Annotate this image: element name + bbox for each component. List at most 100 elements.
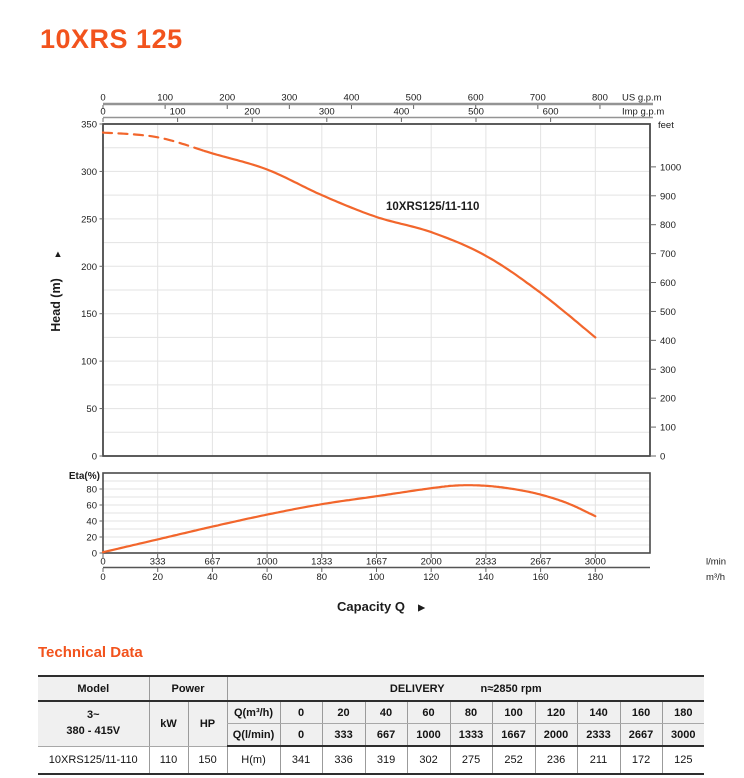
lmin-tick-label: 2333 <box>475 557 496 568</box>
q-lmin-value: 3000 <box>661 723 705 747</box>
eta-plot-box <box>102 472 651 554</box>
head-curve-group: 10XRS125/11-110 <box>101 131 597 339</box>
imp-gpm-tick-label: 400 <box>393 107 409 118</box>
main-plot-grid <box>103 124 650 456</box>
kw-label: kW <box>148 701 188 747</box>
header-delivery-cell: DELIVERY n≈2850 rpm <box>226 676 705 702</box>
feet-tick-label: 700 <box>660 249 676 260</box>
main-plot-box <box>102 123 651 457</box>
q-m3h-value: 20 <box>321 701 366 724</box>
q-lmin-value: 2000 <box>534 723 578 747</box>
q-m3h-value: 0 <box>279 701 323 724</box>
imp-gpm-tick-label: 0 <box>100 107 105 118</box>
lmin-tick-label: 1000 <box>257 557 278 568</box>
head-curve-label: 10XRS125/11-110 <box>386 201 479 213</box>
kw-value: 110 <box>148 746 188 774</box>
feet-tick-label: 300 <box>660 365 676 376</box>
m3h-tick-label: 120 <box>423 572 439 583</box>
us-gpm-tick-label: 100 <box>157 93 173 104</box>
head-axis-ticks: 0 50 100 150 200 250 300 350 <box>81 120 103 463</box>
q-m3h-value: 60 <box>406 701 451 724</box>
q-lmin-value: 2667 <box>619 723 663 747</box>
feet-tick-label: 900 <box>660 191 676 202</box>
lmin-axis: 0 333 667 1000 1333 1667 2000 2333 2667 3000 l/min <box>100 554 726 568</box>
pump-performance-chart: 0 100 200 300 400 500 600 700 800 US g.p.m0 100 200… <box>49 93 726 615</box>
us-gpm-tick-label: 0 <box>100 93 105 104</box>
eta-curve <box>101 484 597 554</box>
imp-gpm-unit-label: Imp g.p.m <box>622 107 664 118</box>
eta-axis-label: Eta(%) <box>69 471 100 482</box>
q-m3h-value: 80 <box>449 701 493 724</box>
head-tick-label: 150 <box>81 309 97 320</box>
m3h-tick-label: 60 <box>262 572 273 583</box>
q-lmin-value: 0 <box>279 723 323 747</box>
q-m3h-value: 100 <box>491 701 536 724</box>
head-value: 236 <box>534 746 578 774</box>
lmin-unit-label: l/min <box>706 557 726 568</box>
q-lmin-value: 2333 <box>576 723 621 747</box>
hp-value: 150 <box>187 746 228 774</box>
m3h-tick-label: 0 <box>100 572 105 583</box>
m3h-tick-label: 20 <box>152 572 163 583</box>
voltage-cell: 3~ 380 - 415V <box>38 701 149 747</box>
m3h-tick-label: 80 <box>317 572 328 583</box>
lmin-tick-label: 0 <box>100 557 105 568</box>
technical-data-title: Technical Data <box>38 644 143 661</box>
eta-tick-label: 40 <box>86 517 97 528</box>
us-gpm-tick-label: 600 <box>468 93 484 104</box>
q-lmin-value: 333 <box>321 723 366 747</box>
feet-tick-label: 400 <box>660 336 676 347</box>
us-gpm-unit-label: US g.p.m <box>622 93 662 104</box>
us-gpm-tick-label: 300 <box>281 93 297 104</box>
head-value: 252 <box>491 746 536 774</box>
head-curve-solid <box>203 149 597 339</box>
lmin-tick-label: 2000 <box>421 557 442 568</box>
feet-unit-label: feet <box>658 120 674 131</box>
us-gpm-tick-label: 700 <box>530 93 546 104</box>
head-value: 319 <box>364 746 408 774</box>
lmin-tick-label: 333 <box>150 557 166 568</box>
lmin-tick-label: 3000 <box>585 557 606 568</box>
eta-tick-label: 60 <box>86 501 97 512</box>
feet-tick-label: 1000 <box>660 162 681 173</box>
q-m3h-value: 120 <box>534 701 578 724</box>
us-gpm-tick-label: 800 <box>592 93 608 104</box>
feet-tick-label: 800 <box>660 220 676 231</box>
head-axis-up-arrow: ▲ <box>53 249 62 260</box>
head-tick-label: 100 <box>81 357 97 368</box>
feet-tick-label: 600 <box>660 278 676 289</box>
imp-gpm-tick-label: 500 <box>468 107 484 118</box>
feet-axis: feet 0 100 200 300 400 500 600 700 800 900 1000 <box>650 120 681 463</box>
head-value: 275 <box>449 746 493 774</box>
q-lmin-value: 667 <box>364 723 408 747</box>
m3h-tick-label: 100 <box>369 572 385 583</box>
head-axis-label: Head (m) <box>49 278 63 331</box>
page-title: 10XRS 125 <box>40 24 183 54</box>
lmin-tick-label: 2667 <box>530 557 551 568</box>
head-tick-label: 200 <box>81 262 97 273</box>
head-tick-label: 350 <box>81 120 97 131</box>
q-m3h-value: 40 <box>364 701 408 724</box>
imp-gpm-axis: 0 100 200 300 400 500 600 Imp g.p.m <box>100 107 664 122</box>
m3h-tick-label: 180 <box>587 572 603 583</box>
eta-plot-grid <box>103 473 650 553</box>
model-value: 10XRS125/11-110 <box>38 746 149 774</box>
us-gpm-axis: 0 100 200 300 400 500 600 700 800 US g.p.m <box>100 93 662 109</box>
head-curve-dashed <box>101 131 206 152</box>
voltage-range: 380 - 415V <box>66 724 121 737</box>
header-rpm: n≈2850 rpm <box>480 682 542 695</box>
capacity-right-arrow: ▶ <box>418 603 426 614</box>
eta-tick-label: 80 <box>86 485 97 496</box>
head-tick-label: 300 <box>81 167 97 178</box>
m3h-tick-label: 40 <box>207 572 218 583</box>
q-lmin-value: 1000 <box>406 723 451 747</box>
imp-gpm-tick-label: 600 <box>543 107 559 118</box>
lmin-tick-label: 667 <box>205 557 221 568</box>
feet-tick-label: 0 <box>660 452 665 463</box>
us-gpm-tick-label: 200 <box>219 93 235 104</box>
technical-data-table: Model Power DELIVERY n≈2850 rpm 3~ 380 -… <box>38 675 705 775</box>
eta-axis-ticks: Eta(%) 0 20 40 60 80 <box>69 471 103 560</box>
header-model: Model <box>38 676 149 702</box>
m3h-tick-label: 160 <box>533 572 549 583</box>
